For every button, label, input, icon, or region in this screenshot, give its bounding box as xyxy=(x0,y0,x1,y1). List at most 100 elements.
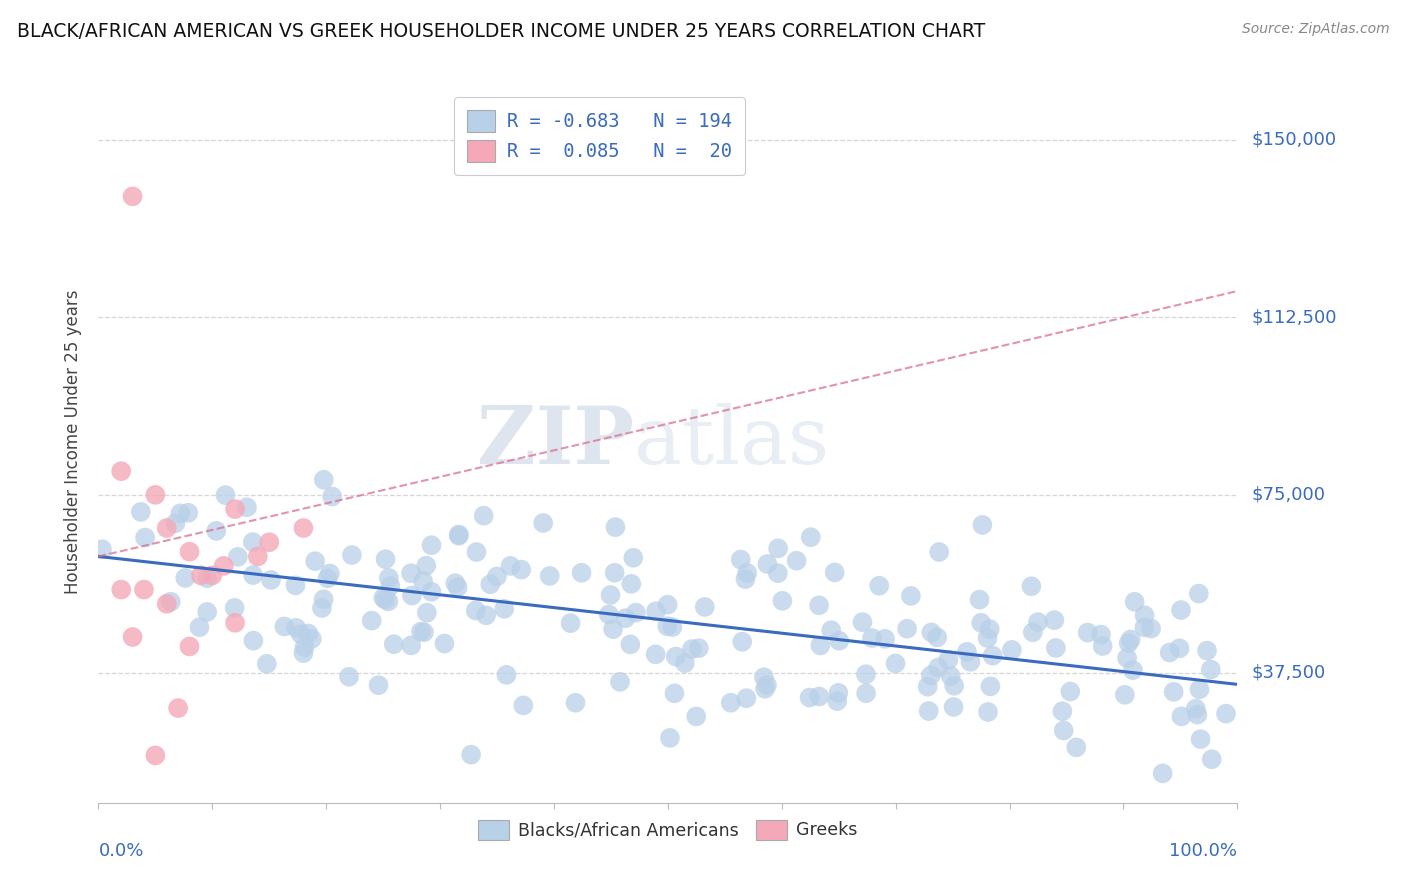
Point xyxy=(340,548,363,562)
Point xyxy=(1077,625,1099,640)
Text: 0.0%: 0.0% xyxy=(98,842,143,860)
Point xyxy=(242,568,264,582)
Point xyxy=(399,639,422,653)
Point xyxy=(820,624,842,638)
Point xyxy=(1195,643,1218,657)
Point xyxy=(661,620,683,634)
Point xyxy=(770,594,793,608)
Point xyxy=(808,690,831,704)
Point xyxy=(472,508,495,523)
Point xyxy=(259,535,281,549)
Point xyxy=(693,599,716,614)
Point xyxy=(851,615,873,629)
Y-axis label: Householder Income Under 25 years: Householder Income Under 25 years xyxy=(65,289,83,594)
Point xyxy=(927,660,949,674)
Point xyxy=(260,573,283,587)
Point xyxy=(337,670,360,684)
Point xyxy=(319,566,342,581)
Point xyxy=(942,700,965,714)
Point xyxy=(464,603,486,617)
Point xyxy=(800,530,823,544)
Point xyxy=(401,589,423,603)
Point xyxy=(1152,766,1174,780)
Point xyxy=(382,637,405,651)
Point xyxy=(786,554,808,568)
Text: BLACK/AFRICAN AMERICAN VS GREEK HOUSEHOLDER INCOME UNDER 25 YEARS CORRELATION CH: BLACK/AFRICAN AMERICAN VS GREEK HOUSEHOL… xyxy=(17,22,986,41)
Point xyxy=(688,641,710,656)
Point xyxy=(1159,646,1181,660)
Point xyxy=(145,488,167,502)
Point xyxy=(494,602,516,616)
Point xyxy=(169,506,191,520)
Point xyxy=(304,554,326,568)
Point xyxy=(465,545,488,559)
Point xyxy=(1043,613,1066,627)
Point xyxy=(734,572,756,586)
Point xyxy=(495,668,517,682)
Point xyxy=(824,566,846,580)
Point xyxy=(1133,620,1156,634)
Point xyxy=(681,642,703,657)
Point xyxy=(373,591,395,605)
Point xyxy=(673,656,696,670)
Point xyxy=(868,579,890,593)
Point xyxy=(972,517,994,532)
Point xyxy=(1187,707,1209,722)
Point xyxy=(959,655,981,669)
Point xyxy=(377,594,399,608)
Point xyxy=(242,535,264,549)
Point xyxy=(242,633,264,648)
Point xyxy=(132,582,155,597)
Point xyxy=(873,632,896,646)
Point xyxy=(121,630,143,644)
Point xyxy=(1052,704,1074,718)
Point xyxy=(156,597,179,611)
Point xyxy=(1064,740,1087,755)
Point xyxy=(981,648,1004,663)
Point xyxy=(860,631,883,645)
Point xyxy=(664,686,686,700)
Point xyxy=(195,571,218,585)
Point xyxy=(624,606,647,620)
Point xyxy=(720,696,742,710)
Point xyxy=(917,680,939,694)
Point xyxy=(936,653,959,667)
Point xyxy=(1133,608,1156,623)
Point xyxy=(1168,641,1191,656)
Point xyxy=(1090,627,1112,641)
Point xyxy=(605,520,627,534)
Point xyxy=(145,748,167,763)
Point xyxy=(447,527,470,541)
Point xyxy=(731,634,754,648)
Point xyxy=(416,606,439,620)
Point xyxy=(755,678,778,692)
Point xyxy=(226,549,249,564)
Point xyxy=(312,473,335,487)
Point xyxy=(825,694,848,708)
Point xyxy=(918,704,941,718)
Point xyxy=(367,678,389,692)
Point xyxy=(896,622,918,636)
Point xyxy=(1114,688,1136,702)
Point xyxy=(236,500,259,515)
Point xyxy=(224,502,246,516)
Point xyxy=(1059,684,1081,698)
Point xyxy=(284,578,307,592)
Point xyxy=(311,601,333,615)
Point xyxy=(475,608,498,623)
Point xyxy=(460,747,482,762)
Point xyxy=(855,667,877,681)
Point xyxy=(970,615,993,630)
Point xyxy=(165,516,187,531)
Point xyxy=(110,464,132,478)
Point xyxy=(420,584,443,599)
Point xyxy=(214,488,236,502)
Point xyxy=(167,701,190,715)
Point xyxy=(979,622,1001,636)
Point xyxy=(380,579,402,593)
Text: $75,000: $75,000 xyxy=(1251,486,1326,504)
Point xyxy=(134,531,156,545)
Point xyxy=(156,521,179,535)
Point xyxy=(412,574,434,589)
Point xyxy=(290,627,312,641)
